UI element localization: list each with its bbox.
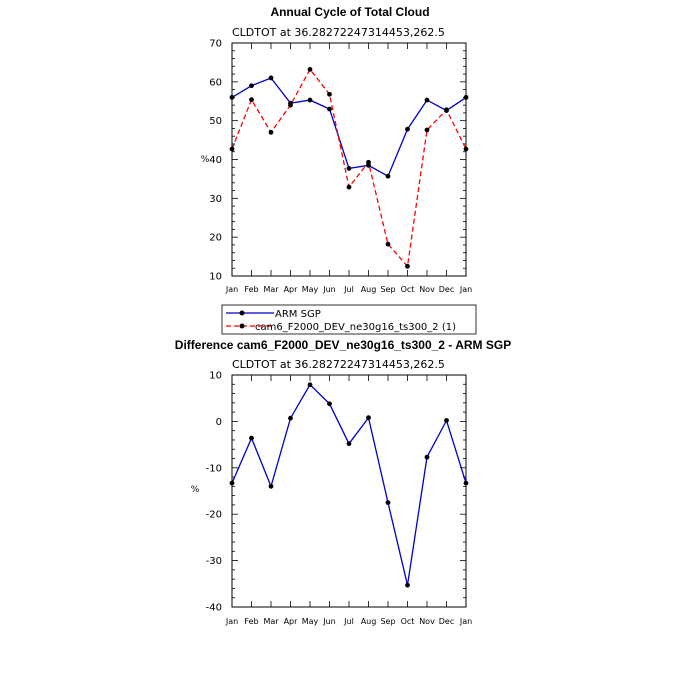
data-point bbox=[327, 106, 332, 112]
x-tick-label: Jul bbox=[343, 285, 354, 294]
x-tick-label: Sep bbox=[380, 285, 395, 294]
y-tick-label: -40 bbox=[206, 603, 222, 614]
chart-title: Annual Cycle of Total Cloud bbox=[270, 5, 429, 19]
data-point bbox=[444, 107, 449, 113]
x-tick-label: Oct bbox=[401, 617, 415, 626]
data-point bbox=[366, 415, 371, 421]
x-tick-label: Nov bbox=[419, 285, 435, 294]
data-point bbox=[229, 94, 235, 100]
x-tick-label: Feb bbox=[244, 617, 258, 626]
x-tick-label: Aug bbox=[361, 617, 377, 626]
x-tick-label: Apr bbox=[284, 617, 299, 626]
data-point bbox=[268, 483, 274, 489]
data-point bbox=[307, 382, 313, 388]
data-point bbox=[346, 166, 352, 171]
x-tick-label: Dec bbox=[439, 285, 454, 294]
x-tick-label: May bbox=[302, 617, 319, 626]
data-point bbox=[366, 159, 371, 165]
x-tick-label: Jan bbox=[459, 285, 472, 294]
y-tick-label: 20 bbox=[209, 233, 222, 244]
chart-subtitle: CLDTOT at 36.28272247314453,262.5 bbox=[232, 358, 445, 371]
x-tick-label: Jun bbox=[322, 617, 336, 626]
legend-marker-model bbox=[239, 323, 245, 329]
data-point bbox=[385, 173, 391, 179]
x-tick-label: Aug bbox=[361, 285, 377, 294]
data-point bbox=[424, 454, 430, 460]
y-axis-label: % bbox=[191, 485, 200, 495]
data-point bbox=[463, 146, 469, 152]
data-point bbox=[307, 97, 313, 103]
x-tick-label: Jul bbox=[343, 617, 354, 626]
x-tick-label: Jan bbox=[459, 617, 472, 626]
difference-chart: Difference cam6_F2000_DEV_ne30g16_ts300_… bbox=[175, 338, 511, 626]
y-tick-label: 70 bbox=[209, 39, 222, 50]
axis-ticks: Jan Feb Mar Apr May Jun Jul Aug Sep Oct Nov Dec Jan1… bbox=[209, 39, 472, 295]
y-tick-label: 10 bbox=[209, 371, 222, 382]
legend-marker-arm bbox=[239, 310, 245, 316]
legend: ARM SGP cam6_F2000_DEV_ne30g16_ts300_2 (… bbox=[221, 304, 477, 335]
data-point bbox=[249, 83, 254, 89]
legend-label-arm: ARM SGP bbox=[275, 309, 321, 320]
data-point bbox=[327, 91, 332, 97]
data-point bbox=[268, 129, 274, 135]
data-point bbox=[405, 126, 410, 132]
data-point bbox=[288, 415, 293, 421]
y-tick-label: 40 bbox=[209, 155, 222, 166]
data-point bbox=[424, 127, 430, 133]
y-tick-label: -30 bbox=[206, 556, 222, 567]
chart-title: Difference cam6_F2000_DEV_ne30g16_ts300_… bbox=[175, 338, 511, 352]
data-point bbox=[249, 97, 254, 103]
y-tick-label: 0 bbox=[216, 417, 222, 428]
data-point bbox=[405, 582, 410, 588]
x-tick-label: Mar bbox=[263, 617, 279, 626]
x-tick-label: Nov bbox=[419, 617, 435, 626]
x-tick-label: May bbox=[302, 285, 319, 294]
y-tick-label: -10 bbox=[206, 463, 222, 474]
x-tick-label: Oct bbox=[401, 285, 415, 294]
y-tick-label: 10 bbox=[209, 272, 222, 283]
x-tick-label: Feb bbox=[244, 285, 258, 294]
x-tick-label: Jan bbox=[225, 617, 238, 626]
x-tick-label: Apr bbox=[284, 285, 299, 294]
series-layer bbox=[229, 382, 469, 588]
data-point bbox=[346, 184, 352, 190]
data-point bbox=[463, 94, 469, 100]
data-point bbox=[385, 241, 391, 247]
legend-label-model: cam6_F2000_DEV_ne30g16_ts300_2 (1) bbox=[255, 322, 456, 333]
data-point bbox=[424, 97, 430, 103]
x-tick-label: Jun bbox=[322, 285, 336, 294]
series-layer bbox=[229, 67, 469, 269]
data-point bbox=[307, 67, 313, 72]
data-point bbox=[229, 146, 235, 152]
data-point bbox=[249, 435, 254, 441]
y-tick-label: 50 bbox=[209, 116, 222, 127]
data-point bbox=[268, 75, 274, 81]
data-point bbox=[346, 441, 352, 447]
x-tick-label: Mar bbox=[263, 285, 279, 294]
data-point bbox=[288, 102, 293, 108]
data-point bbox=[463, 480, 469, 486]
y-tick-label: -20 bbox=[206, 510, 222, 521]
data-point bbox=[405, 263, 410, 269]
x-tick-label: Dec bbox=[439, 617, 454, 626]
axis-ticks: Jan Feb Mar Apr May Jun Jul Aug Sep Oct Nov Dec Jan-… bbox=[206, 371, 473, 627]
legend-box bbox=[221, 304, 477, 335]
y-tick-label: 60 bbox=[209, 77, 222, 88]
data-point bbox=[385, 500, 391, 505]
x-tick-label: Jan bbox=[225, 285, 238, 294]
x-tick-label: Sep bbox=[380, 617, 395, 626]
chart-subtitle: CLDTOT at 36.28272247314453,262.5 bbox=[232, 26, 445, 39]
y-tick-label: 30 bbox=[209, 194, 222, 205]
y-axis-label: % bbox=[201, 155, 210, 165]
data-point bbox=[229, 480, 235, 486]
data-point bbox=[327, 401, 332, 407]
data-point bbox=[444, 418, 449, 423]
annual-cycle-chart: Annual Cycle of Total Cloud CLDTOT at 36… bbox=[201, 5, 477, 335]
